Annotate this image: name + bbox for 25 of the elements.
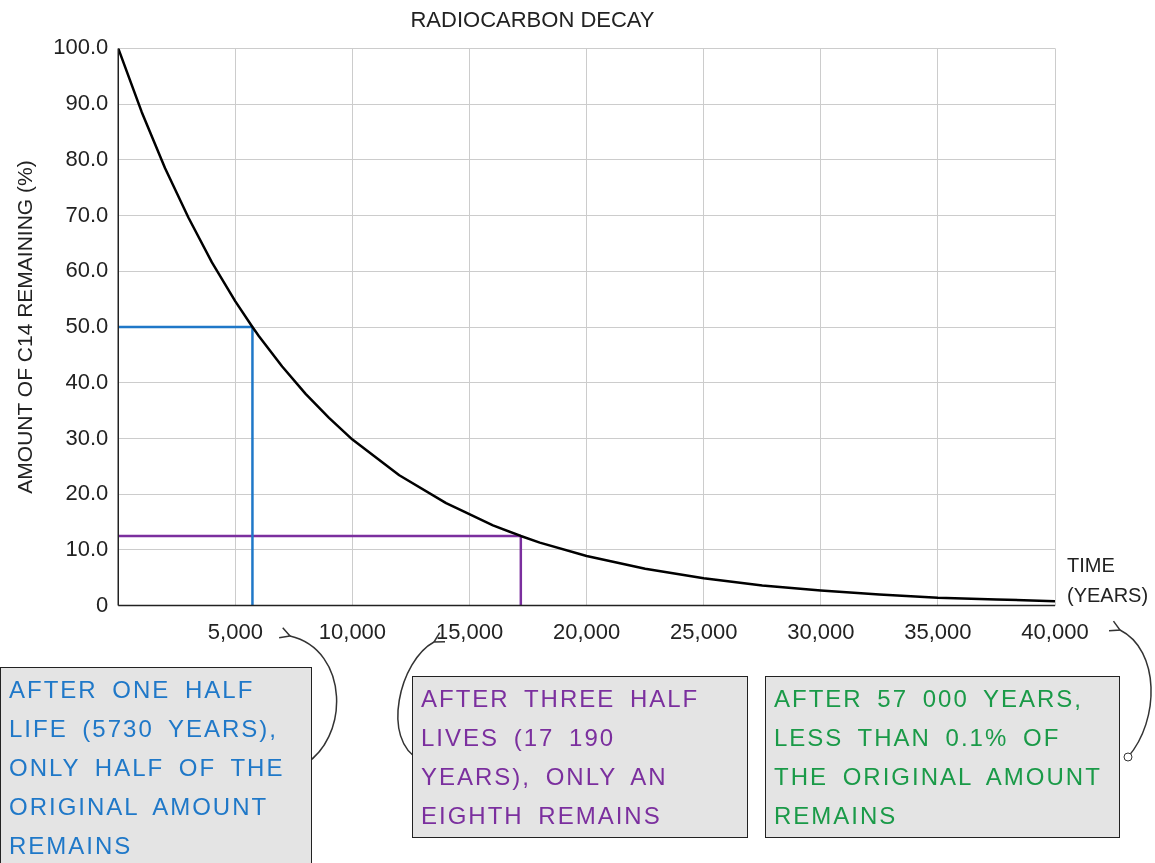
y-tick-label: 80.0 xyxy=(65,145,109,171)
text: AFTER 57 000 YEARS, LESS THAN 0.1% OF THE ORIGINAL AMOUNT REMAINS xyxy=(765,676,1120,838)
y-tick-label: 70.0 xyxy=(65,201,109,227)
y-tick-label: 90.0 xyxy=(65,90,109,116)
y-tick-label: 40.0 xyxy=(65,368,109,394)
chart-title: RADIOCARBON DECAY xyxy=(410,7,655,33)
y-tick-label: 30.0 xyxy=(65,424,109,450)
y-axis-title: AMOUNT OF C14 REMAINING (%) xyxy=(13,160,37,494)
y-tick-label: 0 xyxy=(96,591,109,617)
y-tick-label: 60.0 xyxy=(65,257,109,283)
y-tick-label: 20.0 xyxy=(65,480,109,506)
x-axis-title: TIME (YEARS) xyxy=(1067,553,1149,606)
x-tick-label: 15,000 xyxy=(435,618,504,644)
x-tick-label: 25,000 xyxy=(670,618,738,644)
x-tick-label: 20,000 xyxy=(552,618,621,644)
x-tick-label: 40,000 xyxy=(1021,618,1089,644)
x-tick-label: 5,000 xyxy=(207,618,263,644)
y-tick-label: 100.0 xyxy=(53,34,109,60)
x-tick-label: 30,000 xyxy=(787,618,855,644)
y-tick-label: 50.0 xyxy=(65,313,109,339)
text: AFTER ONE HALF LIFE (5730 YEARS), ONLY HALF OF THE ORIGINAL AMOUNT REMAINS xyxy=(0,667,312,863)
x-tick-label: 10,000 xyxy=(318,618,387,644)
text: AFTER THREE HALF LIVES (17 190 YEARS), ONLY AN EIGHTH REMAINS xyxy=(412,676,748,838)
x-tick-label: 35,000 xyxy=(904,618,972,644)
y-tick-label: 10.0 xyxy=(65,535,109,561)
